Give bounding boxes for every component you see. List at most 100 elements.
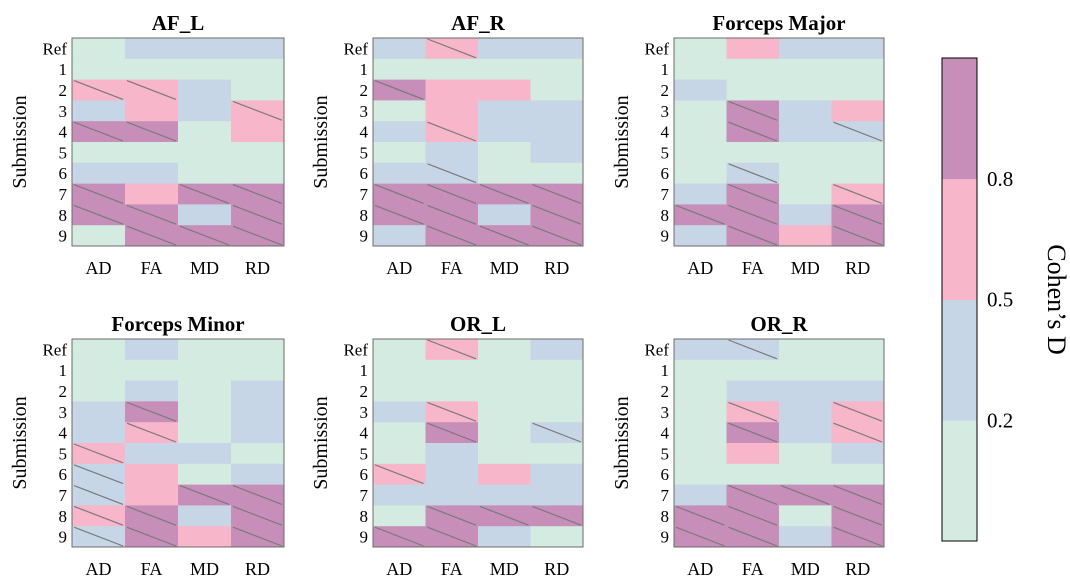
x-tick-label: RD [544,559,569,578]
y-tick-label: 5 [360,143,369,162]
heatmap-cell [231,380,285,402]
x-tick-label: RD [245,559,270,578]
y-tick-label: 9 [59,227,68,246]
y-axis-label: Submission [611,396,633,489]
panel-title: Forceps Minor [111,312,244,336]
heatmap-cell [231,339,285,361]
y-tick-label: 4 [59,123,68,142]
heatmap-cell [478,162,531,184]
heatmap-cell [530,121,584,143]
heatmap-cell [72,401,126,423]
heatmap-cell [425,443,479,465]
heatmap-cell [72,142,126,164]
heatmap-cell [125,58,179,80]
heatmap-cell [831,100,885,122]
hatch-line [374,204,424,225]
x-tick-label: MD [190,258,219,278]
y-tick-label: 4 [360,424,369,443]
heatmap-cell [425,79,479,101]
hatch-line [126,422,177,443]
heatmap-cell [178,38,232,60]
heatmap-cell [478,443,531,465]
heatmap-cell [674,58,727,80]
hatch-line [675,526,725,547]
heatmap-cell [478,100,531,122]
y-tick-label: 5 [360,444,369,463]
hatch-line [73,121,124,142]
x-tick-label: MD [791,559,820,578]
hatch-line [833,204,883,225]
y-tick-label: 1 [360,361,369,380]
hatch-line [232,225,283,246]
heatmap-cell [72,225,126,247]
y-tick-label: 5 [59,444,68,463]
x-tick-label: AD [386,559,412,578]
heatmap-cell [779,359,832,381]
heatmap-cell [478,58,531,80]
heatmap-cell [779,401,832,423]
heatmap-cell [831,142,885,164]
heatmap-cell [530,380,584,402]
heatmap-cell [831,339,885,361]
heatmap-cell [125,183,179,205]
hatch-line [126,80,177,100]
hatch-line [126,526,177,547]
hatch-line [427,225,477,246]
hatch-line [532,422,582,443]
hatch-line [179,485,230,505]
hatch-line [232,100,283,121]
x-tick-label: MD [490,559,519,578]
heatmap-cell [231,422,285,444]
y-axis-label: Submission [310,396,332,489]
y-tick-label: 1 [360,60,369,79]
heatmap-cell [178,339,232,361]
hatch-line [728,204,778,225]
y-tick-label: 7 [661,185,670,204]
heatmap-cell [779,142,832,164]
heatmap-cell [530,38,584,60]
heatmap-cell [779,183,832,205]
heatmap-cell [530,401,584,423]
y-tick-label: 1 [661,60,670,79]
hatch-line [73,485,124,505]
y-tick-label: 9 [661,227,670,246]
y-tick-label: 5 [661,143,670,162]
y-tick-label: Ref [644,340,669,359]
panel-frame [71,338,285,548]
y-tick-label: Ref [343,39,368,58]
x-tick-label: MD [490,258,519,278]
y-tick-label: 3 [59,102,68,121]
hatch-line [126,225,177,246]
heatmap-cell [125,339,179,361]
y-tick-label: 7 [360,486,369,505]
heatmap-cell [831,79,885,101]
heatmap-cell [373,422,426,444]
heatmap-cell [125,443,179,465]
heatmap-cell [779,58,832,80]
heatmap-cell [674,225,727,247]
hatch-line [728,422,778,443]
heatmap-cell [779,38,832,60]
hatch-line [728,401,778,422]
hatch-line [728,121,778,142]
heatmap-cell [674,484,727,506]
heatmap-cell [72,58,126,80]
y-tick-label: 2 [661,382,670,401]
heatmap-cell [530,484,584,506]
heatmap-cell [72,38,126,60]
y-tick-label: 6 [360,164,369,183]
hatch-line [833,485,883,505]
heatmap-cell [425,463,479,485]
hatch-line [427,38,477,59]
heatmap-cell [425,484,479,506]
hatch-line [179,184,230,204]
hatch-line [73,526,124,547]
heatmap-cell [425,359,479,381]
heatmap-cell [178,100,232,122]
heatmap-cell [726,58,780,80]
hatch-line [374,526,424,547]
hatch-line [73,80,124,100]
y-tick-label: 9 [360,528,369,547]
hatch-line [73,505,124,526]
y-tick-label: 8 [59,507,68,526]
